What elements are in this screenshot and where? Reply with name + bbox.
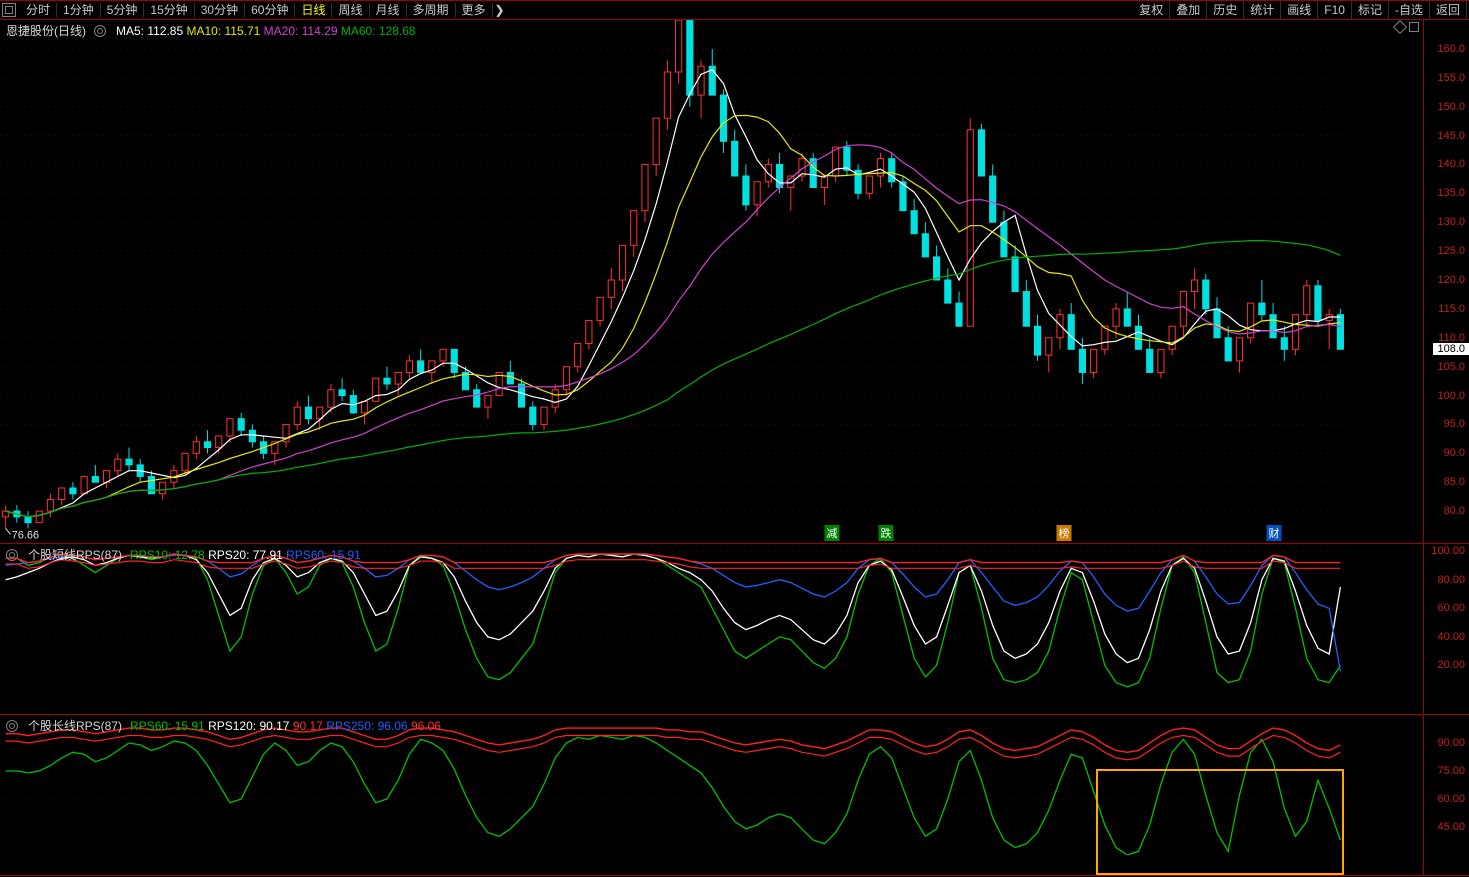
y-tick: 90.0: [1444, 447, 1465, 459]
event-tag[interactable]: 财: [1267, 525, 1282, 541]
tool-F10[interactable]: F10: [1318, 1, 1352, 19]
y-tick: 125.0: [1437, 245, 1465, 257]
indicator-title: 个股长线RPS(87): [28, 717, 122, 734]
timeframe-多周期[interactable]: 多周期: [407, 3, 456, 17]
timeframe-1分钟[interactable]: 1分钟: [57, 3, 101, 17]
ma-legend-item: MA10: 115.71: [187, 24, 261, 38]
top-toolbar: 分时1分钟5分钟15分钟30分钟60分钟日线周线月线多周期更多 ❯ 复权叠加历史…: [0, 0, 1469, 20]
y-tick: 150.0: [1437, 101, 1465, 113]
stock-title: 恩捷股份(日线): [6, 22, 86, 39]
timeframe-30分钟[interactable]: 30分钟: [195, 3, 245, 17]
rps-legend-item: 96.06: [411, 719, 441, 733]
rps-short-legend: 个股短线RPS(87) RPS10: 12.78 RPS20: 77.91 RP…: [6, 546, 361, 563]
rps-short-svg: [0, 544, 1346, 694]
y-tick: 120.0: [1437, 274, 1465, 286]
rps-long-panel[interactable]: 个股长线RPS(87) RPS60: 15.91 RPS120: 90.17 9…: [0, 715, 1469, 876]
timeframe-周线[interactable]: 周线: [332, 3, 369, 17]
ma-legend-item: MA60: 128.68: [341, 24, 416, 38]
rps-legend-item: RPS60: 15.91: [286, 548, 361, 562]
timeframe-月线[interactable]: 月线: [370, 3, 407, 17]
ma-legend-item: MA5: 112.85: [116, 24, 183, 38]
y-tick: 75.00: [1437, 765, 1465, 777]
panel-diamond-icon[interactable]: [1393, 20, 1407, 34]
rps-legend-item: RPS20: 77.91: [208, 548, 283, 562]
panel-controls: [1395, 22, 1419, 32]
tool-统计[interactable]: 统计: [1244, 1, 1281, 19]
tool-复权[interactable]: 复权: [1133, 1, 1170, 19]
y-tick: 110.0: [1438, 332, 1465, 344]
event-tag[interactable]: 榜: [1057, 525, 1072, 541]
tool-叠加[interactable]: 叠加: [1170, 1, 1207, 19]
y-tick: 155.0: [1437, 72, 1465, 84]
timeframe-5分钟[interactable]: 5分钟: [101, 3, 145, 17]
y-tick: 20.00: [1437, 659, 1465, 671]
rps-legend-item: 90.17: [293, 719, 323, 733]
tool-返回[interactable]: 返回: [1430, 1, 1467, 19]
toolbar-right: 复权叠加历史统计画线F10标记-自选返回: [1133, 1, 1467, 19]
y-tick: 145.0: [1437, 130, 1465, 142]
settings-icon[interactable]: [6, 720, 18, 732]
price-legend: 恩捷股份(日线) MA5: 112.85 MA10: 115.71 MA20: …: [6, 22, 416, 39]
tool-画线[interactable]: 画线: [1281, 1, 1318, 19]
price-chart-panel[interactable]: 恩捷股份(日线) MA5: 112.85 MA10: 115.71 MA20: …: [0, 20, 1469, 544]
rps-legend-item: RPS60: 15.91: [130, 719, 205, 733]
settings-icon[interactable]: [6, 549, 18, 561]
ma-legend-item: MA20: 114.29: [264, 24, 338, 38]
y-tick: 105.0: [1437, 361, 1465, 373]
y-tick: 45.00: [1437, 821, 1465, 833]
y-tick: 140.0: [1437, 158, 1465, 170]
y-tick: 95.0: [1444, 418, 1465, 430]
price-y-axis: 80.0 85.0 90.0 95.0 100.0 105.0 110.0 115.0 120.…: [1423, 20, 1469, 543]
y-tick: 80.00: [1437, 574, 1465, 586]
settings-icon[interactable]: [94, 25, 106, 37]
y-tick: 40.00: [1437, 631, 1465, 643]
y-tick: 85.0: [1444, 476, 1465, 488]
y-tick: 60.00: [1437, 602, 1465, 614]
tool-标记[interactable]: 标记: [1352, 1, 1389, 19]
rps-short-y-axis: 20.00 40.00 60.00 80.00 100.00: [1423, 544, 1469, 714]
rps-long-y-axis: 45.00 60.00 75.00 90.00: [1423, 715, 1469, 875]
timeframe-15分钟[interactable]: 15分钟: [144, 3, 194, 17]
rps-legend-item: RPS250: 96.06: [326, 719, 407, 733]
y-tick: 100.0: [1437, 390, 1465, 402]
chart-type-icon[interactable]: [2, 3, 16, 17]
tool--自选[interactable]: -自选: [1389, 1, 1430, 19]
y-tick: 90.00: [1437, 737, 1465, 749]
y-tick: 130.0: [1437, 216, 1465, 228]
timeframe-分时[interactable]: 分时: [20, 3, 57, 17]
y-tick: 115.0: [1438, 303, 1465, 315]
tool-历史[interactable]: 历史: [1207, 1, 1244, 19]
y-tick: 135.0: [1437, 187, 1465, 199]
price-chart-svg: 168.5076.66: [0, 20, 1346, 540]
event-tag[interactable]: 减: [825, 525, 840, 541]
panel-square-icon[interactable]: [1409, 22, 1419, 32]
rps-long-legend: 个股长线RPS(87) RPS60: 15.91 RPS120: 90.17 9…: [6, 717, 441, 734]
indicator-title: 个股短线RPS(87): [28, 546, 122, 563]
event-tag[interactable]: 跌: [879, 525, 894, 541]
timeframe-更多[interactable]: 更多: [456, 3, 493, 17]
rps-legend-item: RPS10: 12.78: [130, 548, 205, 562]
timeframe-tabs: 分时1分钟5分钟15分钟30分钟60分钟日线周线月线多周期更多 ❯: [2, 1, 505, 19]
y-tick: 80.0: [1444, 505, 1465, 517]
more-chevron-icon: ❯: [495, 3, 505, 17]
price-marker: 108.0: [1433, 343, 1469, 355]
y-tick: 60.00: [1437, 793, 1465, 805]
rps-long-svg: [0, 715, 1346, 855]
timeframe-日线[interactable]: 日线: [295, 3, 332, 17]
rps-short-panel[interactable]: 个股短线RPS(87) RPS10: 12.78 RPS20: 77.91 RP…: [0, 544, 1469, 715]
rps-legend-item: RPS120: 90.17: [208, 719, 289, 733]
timeframe-60分钟[interactable]: 60分钟: [245, 3, 295, 17]
y-tick: 100.00: [1431, 545, 1465, 557]
svg-text:76.66: 76.66: [12, 529, 40, 540]
y-tick: 160.0: [1437, 43, 1465, 55]
